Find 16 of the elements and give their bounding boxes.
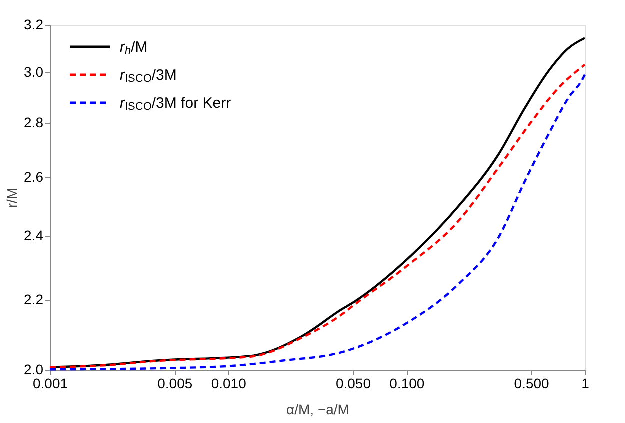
- y-tick-label: 3.0: [24, 64, 44, 80]
- x-tick-label: 0.500: [514, 376, 550, 392]
- y-tick-label: 2.0: [24, 362, 44, 378]
- y-tick-label: 2.2: [24, 292, 44, 308]
- y-tick-label: 2.8: [24, 114, 44, 131]
- y-axis-title: r/M: [4, 188, 20, 208]
- x-tick-label: 0.001: [32, 376, 68, 392]
- x-tick-label: 1: [582, 376, 590, 392]
- y-tick-label: 2.4: [24, 228, 44, 244]
- x-tick-label: 0.010: [211, 376, 247, 392]
- x-tick-label: 0.050: [336, 376, 372, 392]
- x-tick-label: 0.005: [158, 376, 193, 392]
- x-tick-label: 0.100: [390, 376, 425, 392]
- y-tick-label: 3.2: [24, 16, 44, 32]
- y-tick-label: 2.6: [24, 168, 44, 185]
- x-axis-title: α/M, −a/M: [286, 402, 350, 418]
